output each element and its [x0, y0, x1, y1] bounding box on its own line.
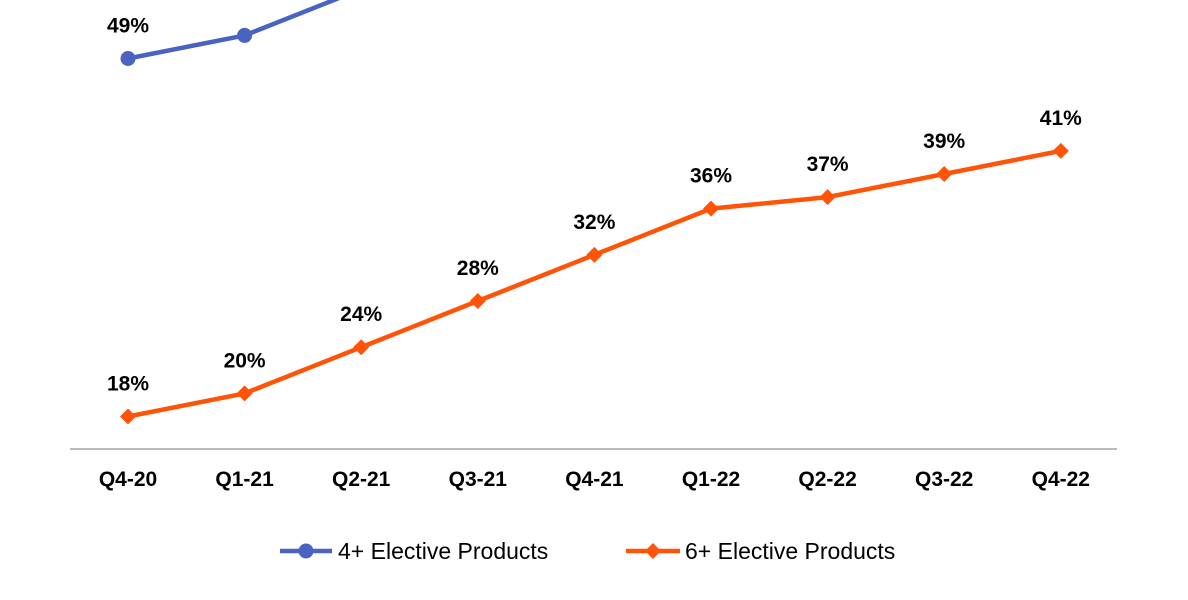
legend-marker-6plus [645, 543, 661, 559]
data-point-4plus[interactable] [120, 51, 136, 66]
x-tick-label: Q4-22 [1032, 468, 1090, 491]
x-tick-label: Q1-21 [215, 468, 274, 491]
data-point-6plus[interactable] [120, 408, 136, 425]
data-point-6plus[interactable] [236, 385, 253, 402]
data-point-6plus[interactable] [353, 339, 370, 356]
data-label-6plus: 32% [573, 211, 615, 234]
data-label-6plus: 20% [224, 349, 266, 372]
data-point-4plus[interactable] [237, 27, 253, 43]
x-tick-label: Q2-21 [332, 468, 391, 491]
data-label-6plus: 39% [923, 130, 965, 153]
data-label-6plus: 41% [1040, 107, 1082, 130]
series-line-6plus [125, 148, 1064, 419]
data-label-6plus: 24% [340, 303, 382, 326]
data-point-6plus[interactable] [936, 165, 953, 182]
legend-item-4plus[interactable]: 4+ Elective Products [280, 538, 548, 564]
legend: 4+ Elective Products 6+ Elective Product… [280, 538, 895, 564]
data-label-6plus: 37% [807, 153, 849, 176]
x-tick-label: Q4-21 [565, 468, 624, 491]
x-tick-label: Q3-21 [449, 468, 508, 491]
legend-label-4plus: 4+ Elective Products [338, 538, 548, 564]
data-point-6plus[interactable] [586, 246, 603, 263]
legend-label-6plus: 6+ Elective Products [685, 538, 895, 564]
data-point-6plus[interactable] [1052, 142, 1069, 159]
x-tick-label: Q1-22 [682, 468, 740, 491]
data-label-4plus: 49% [107, 15, 149, 38]
legend-item-6plus[interactable]: 6+ Elective Products [626, 538, 895, 564]
data-label-6plus: 36% [690, 165, 732, 188]
data-label-6plus: 28% [457, 257, 499, 280]
x-axis-ticks: Q4-20 Q1-21 Q2-21 Q3-21 Q4-21 Q1-22 Q2-22 Q3-22… [99, 468, 1090, 491]
data-point-6plus[interactable] [469, 293, 486, 310]
x-tick-label: Q4-20 [99, 468, 157, 491]
data-point-6plus[interactable] [819, 189, 836, 206]
x-tick-label: Q3-22 [915, 468, 973, 491]
legend-marker-4plus [298, 543, 314, 559]
data-point-6plus[interactable] [703, 200, 719, 217]
x-tick-label: Q2-22 [798, 468, 856, 491]
data-label-6plus: 18% [107, 373, 149, 396]
plot-area: 49% 18% 20% 24% 28% 32% 36% 37% 39% 41% [107, 0, 1082, 425]
